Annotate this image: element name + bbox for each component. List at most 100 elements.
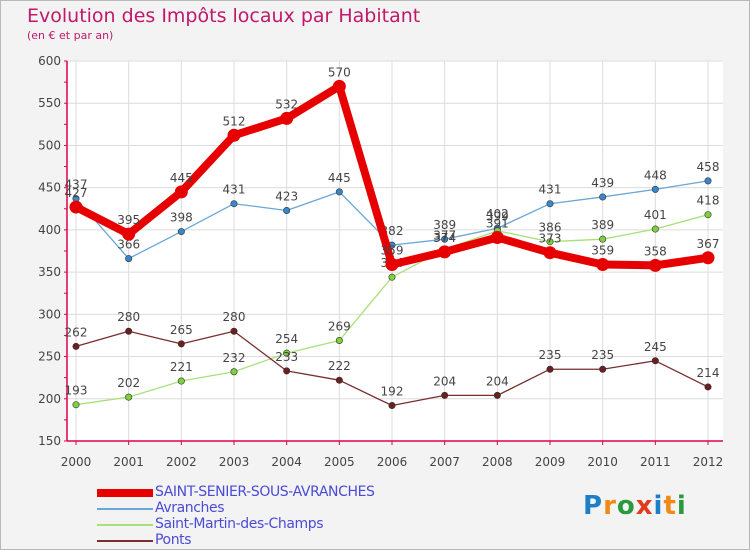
data-point-ponts: [493, 391, 501, 399]
data-label-ponts: 265: [170, 323, 193, 337]
x-tick-label: 2010: [587, 455, 618, 469]
legend-label: Avranches: [155, 500, 225, 516]
proxiti-logo: Proxiti: [583, 491, 687, 521]
x-tick-label: 2000: [61, 455, 92, 469]
data-point-saint-martin-des-champs: [283, 349, 291, 357]
data-point-ponts: [125, 327, 133, 335]
legend-swatch: [97, 540, 153, 542]
logo-letter: x: [635, 491, 654, 521]
data-point-saint-senier-sous-avranches: [122, 227, 136, 241]
data-point-saint-martin-des-champs: [177, 377, 185, 385]
logo-letter: i: [676, 491, 687, 521]
y-tick-label: 350: [38, 265, 61, 279]
data-point-avranches: [177, 228, 185, 236]
data-point-saint-martin-des-champs: [388, 273, 396, 281]
data-point-saint-senier-sous-avranches: [174, 185, 188, 199]
data-point-saint-senier-sous-avranches: [227, 128, 241, 142]
data-point-saint-martin-des-champs: [599, 235, 607, 243]
data-label-ponts: 280: [223, 310, 246, 324]
data-label-ponts: 222: [328, 359, 351, 373]
logo-letter: i: [653, 491, 664, 521]
data-point-saint-senier-sous-avranches: [596, 258, 610, 272]
data-point-ponts: [704, 383, 712, 391]
legend-swatch: [97, 508, 153, 510]
data-label-saint-senier-sous-avranches: 373: [539, 232, 562, 246]
x-tick-label: 2001: [113, 455, 144, 469]
data-point-ponts: [177, 340, 185, 348]
data-label-ponts: 233: [275, 350, 298, 364]
data-point-saint-senier-sous-avranches: [701, 251, 715, 265]
data-label-avranches: 366: [117, 238, 140, 252]
data-point-saint-senier-sous-avranches: [332, 79, 346, 93]
data-label-saint-senier-sous-avranches: 391: [486, 216, 509, 230]
logo-letter: t: [663, 491, 677, 521]
x-tick-label: 2008: [482, 455, 513, 469]
data-label-saint-martin-des-champs: 399: [486, 210, 509, 224]
x-tick-label: 2004: [271, 455, 302, 469]
data-point-saint-senier-sous-avranches: [648, 258, 662, 272]
y-tick-label: 200: [38, 392, 61, 406]
logo-letter: P: [583, 491, 604, 521]
data-label-ponts: 235: [591, 348, 614, 362]
data-label-saint-senier-sous-avranches: 395: [117, 213, 140, 227]
data-label-avranches: 398: [170, 211, 193, 225]
logo-letter: r: [603, 491, 617, 521]
y-tick-label: 300: [38, 307, 61, 321]
y-tick-label: 500: [38, 138, 61, 152]
data-label-ponts: 204: [486, 374, 509, 388]
data-label-saint-senier-sous-avranches: 427: [65, 186, 88, 200]
legend-swatch: [97, 524, 153, 526]
data-label-avranches: 389: [433, 218, 456, 232]
data-label-ponts: 280: [117, 310, 140, 324]
data-point-avranches: [283, 206, 291, 214]
data-label-saint-senier-sous-avranches: 512: [223, 114, 246, 128]
data-label-ponts: 262: [65, 325, 88, 339]
chart-subtitle: (en € et par an): [27, 29, 114, 42]
data-point-ponts: [230, 327, 238, 335]
data-point-saint-senier-sous-avranches: [385, 258, 399, 272]
data-point-ponts: [388, 402, 396, 410]
data-point-saint-senier-sous-avranches: [69, 200, 83, 214]
data-point-ponts: [283, 367, 291, 375]
data-label-saint-martin-des-champs: 254: [275, 332, 298, 346]
x-tick-label: 2011: [640, 455, 671, 469]
data-point-ponts: [599, 365, 607, 373]
data-label-avranches: 431: [539, 183, 562, 197]
chart-title: Evolution des Impôts locaux par Habitant: [27, 5, 421, 27]
x-tick-label: 2009: [535, 455, 566, 469]
data-label-saint-senier-sous-avranches: 532: [275, 97, 298, 111]
data-point-saint-martin-des-champs: [335, 337, 343, 345]
data-label-avranches: 423: [275, 189, 298, 203]
data-label-avranches: 402: [486, 207, 509, 221]
data-point-saint-martin-des-champs: [125, 393, 133, 401]
data-label-avranches: 437: [65, 178, 88, 192]
data-point-saint-martin-des-champs: [546, 238, 554, 246]
x-tick-label: 2006: [377, 455, 408, 469]
data-label-avranches: 431: [223, 183, 246, 197]
y-tick-label: 250: [38, 350, 61, 364]
legend-label: SAINT-SENIER-SOUS-AVRANCHES: [155, 484, 375, 500]
data-point-saint-senier-sous-avranches: [490, 230, 504, 244]
data-label-saint-martin-des-champs: 202: [117, 376, 140, 390]
data-label-ponts: 214: [697, 366, 720, 380]
x-tick-label: 2007: [429, 455, 460, 469]
data-point-avranches: [651, 185, 659, 193]
y-tick-label: 600: [38, 54, 61, 68]
data-label-saint-martin-des-champs: 386: [539, 221, 562, 235]
data-point-ponts: [335, 376, 343, 384]
data-label-saint-senier-sous-avranches: 358: [644, 244, 667, 258]
data-label-saint-senier-sous-avranches: 570: [328, 65, 351, 79]
data-point-saint-senier-sous-avranches: [438, 245, 452, 259]
data-label-saint-martin-des-champs: 377: [433, 228, 456, 242]
legend-label: Saint-Martin-des-Champs: [155, 516, 324, 532]
data-point-avranches: [125, 255, 133, 263]
y-tick-label: 150: [38, 434, 61, 448]
data-label-saint-senier-sous-avranches: 374: [433, 231, 456, 245]
data-point-ponts: [651, 357, 659, 365]
data-label-saint-martin-des-champs: 389: [591, 218, 614, 232]
y-tick-label: 550: [38, 96, 61, 110]
data-point-saint-martin-des-champs: [704, 211, 712, 219]
data-label-saint-senier-sous-avranches: 367: [697, 237, 720, 251]
legend-label: Ponts: [155, 532, 192, 548]
